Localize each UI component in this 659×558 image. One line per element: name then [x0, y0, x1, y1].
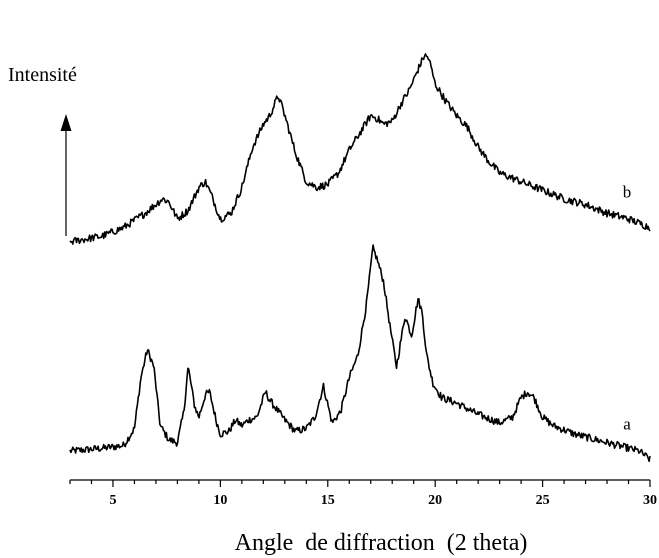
x-tick-label: 25: [536, 493, 550, 508]
x-axis-title: Angle de diffraction (2 theta): [235, 530, 528, 556]
x-tick-label: 30: [643, 493, 657, 508]
series-b-line: [69, 53, 651, 245]
x-tick-label: 10: [213, 493, 227, 508]
x-tick-label: 15: [321, 493, 335, 508]
y-axis-title: Intensité: [8, 64, 77, 86]
x-tick-label: 5: [109, 493, 116, 508]
series-a-line: [69, 244, 651, 463]
series-b-label: b: [623, 183, 632, 202]
x-tick-label: 20: [428, 493, 442, 508]
intensity-arrow: [60, 114, 72, 236]
series-a-label: a: [623, 415, 631, 434]
